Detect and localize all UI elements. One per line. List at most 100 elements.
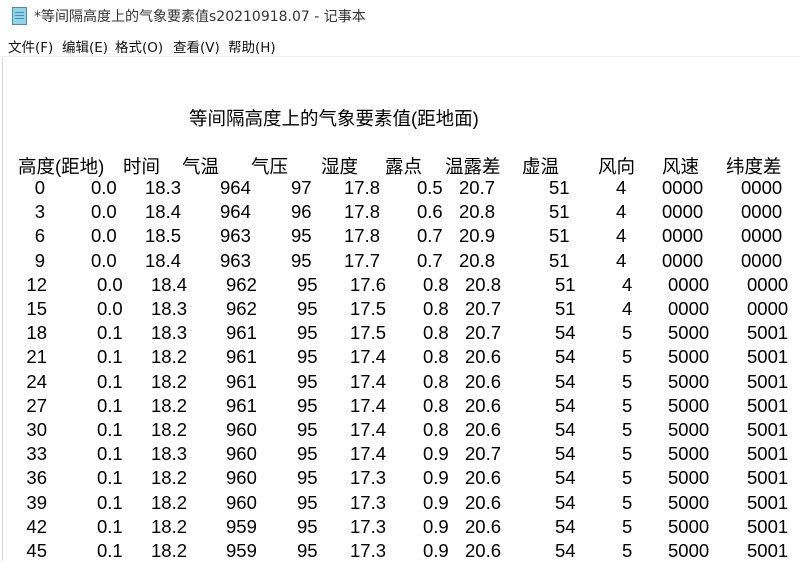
cell-humidity: 95	[297, 322, 318, 344]
cell-temperature: 18.2	[151, 467, 188, 489]
cell-latitude-diff-2: 0000	[741, 177, 783, 198]
cell-humidity: 95	[297, 491, 318, 513]
cell-latitude-diff-2: 0000	[747, 273, 789, 295]
cell-dewpoint: 17.3	[350, 515, 387, 537]
cell-virtual-temperature: 20.6	[465, 491, 502, 513]
cell-humidity: 97	[291, 177, 312, 198]
cell-latitude-diff: 5000	[668, 467, 710, 489]
cell-wind-direction: 51	[555, 273, 576, 295]
cell-wind-speed: 5	[622, 467, 633, 489]
cell-latitude-diff: 5000	[668, 443, 710, 465]
cell-latitude-diff: 0000	[668, 298, 710, 319]
cell-time: 0.1	[97, 322, 123, 344]
cell-latitude-diff-2: 5001	[747, 515, 789, 537]
cell-wind-speed: 5	[622, 346, 633, 368]
cell-dewpoint: 17.4	[350, 419, 387, 440]
cell-pressure: 960	[226, 419, 257, 440]
header-wind-speed: 风速	[662, 156, 700, 177]
title-bar[interactable]: *等间隔高度上的气象要素值s20210918.07 - 记事本	[0, 0, 800, 32]
cell-dewpoint: 17.3	[350, 540, 387, 561]
cell-wind-direction: 54	[555, 346, 576, 368]
cell-height: 21	[26, 346, 47, 368]
cell-latitude-diff: 5000	[668, 540, 710, 561]
cell-virtual-temperature: 20.7	[465, 298, 502, 319]
cell-virtual-temperature: 20.7	[465, 322, 502, 344]
cell-dewpoint-depression: 0.5	[417, 177, 443, 198]
cell-dewpoint: 17.4	[350, 346, 387, 368]
cell-pressure: 961	[226, 346, 257, 368]
notepad-icon	[12, 7, 27, 25]
cell-latitude-diff-2: 5001	[747, 467, 789, 489]
cell-height: 3	[34, 201, 45, 223]
cell-wind-direction: 51	[549, 201, 570, 223]
menu-help[interactable]: 帮助(H)	[228, 40, 276, 56]
cell-temperature: 18.2	[151, 491, 188, 513]
cell-pressure: 960	[226, 467, 257, 489]
cell-wind-direction: 54	[555, 467, 576, 489]
cell-humidity: 95	[291, 225, 312, 247]
cell-latitude-diff-2: 5001	[747, 370, 789, 392]
header-temperature: 气温	[182, 156, 220, 177]
text-editor[interactable]: 等间隔高度上的气象要素值(距地面) 高度(距地) 时间 气温 气压 湿度 露点 温露差 虚温 风…	[2, 57, 800, 561]
header-height: 高度(距地)	[18, 156, 105, 177]
cell-dewpoint-depression: 0.8	[423, 273, 449, 295]
cell-latitude-diff-2: 5001	[747, 322, 789, 344]
cell-virtual-temperature: 20.6	[465, 346, 502, 368]
cell-latitude-diff-2: 5001	[747, 419, 789, 440]
cell-latitude-diff: 0000	[662, 249, 704, 271]
cell-dewpoint: 17.4	[350, 443, 387, 465]
cell-humidity: 95	[297, 467, 318, 489]
cell-wind-speed: 4	[616, 201, 627, 223]
cell-wind-speed: 4	[622, 273, 633, 295]
cell-pressure: 959	[226, 515, 257, 537]
cell-pressure: 964	[220, 177, 251, 198]
cell-latitude-diff: 0000	[662, 225, 704, 247]
cell-virtual-temperature: 20.6	[465, 540, 502, 561]
cell-temperature: 18.2	[151, 394, 188, 416]
cell-time: 0.1	[97, 443, 123, 465]
cell-temperature: 18.5	[145, 225, 182, 247]
cell-height: 15	[26, 298, 47, 319]
cell-time: 0.0	[97, 298, 123, 319]
cell-temperature: 18.2	[151, 346, 188, 368]
cell-height: 39	[26, 491, 47, 513]
menu-file[interactable]: 文件(F)	[8, 40, 54, 56]
cell-virtual-temperature: 20.6	[465, 515, 502, 537]
cell-height: 45	[26, 540, 47, 561]
cell-pressure: 960	[226, 491, 257, 513]
cell-wind-direction: 51	[549, 225, 570, 247]
cell-height: 36	[26, 467, 47, 489]
cell-height: 27	[26, 394, 47, 416]
cell-wind-direction: 54	[555, 540, 576, 561]
cell-dewpoint-depression: 0.8	[423, 298, 449, 319]
cell-dewpoint: 17.4	[350, 394, 387, 416]
cell-temperature: 18.2	[151, 515, 188, 537]
cell-wind-speed: 4	[616, 225, 627, 247]
cell-humidity: 95	[297, 346, 318, 368]
menu-view[interactable]: 查看(V)	[173, 40, 220, 56]
cell-height: 33	[26, 443, 47, 465]
cell-dewpoint-depression: 0.8	[423, 322, 449, 344]
cell-height: 30	[26, 419, 47, 440]
menu-edit[interactable]: 编辑(E)	[62, 40, 109, 56]
header-humidity: 湿度	[321, 156, 359, 177]
cell-wind-speed: 5	[622, 443, 633, 465]
cell-temperature: 18.2	[151, 540, 188, 561]
header-pressure: 气压	[251, 156, 289, 177]
cell-pressure: 964	[220, 201, 251, 223]
cell-wind-speed: 4	[622, 298, 633, 319]
cell-humidity: 95	[297, 515, 318, 537]
cell-virtual-temperature: 20.8	[459, 249, 496, 271]
cell-latitude-diff-2: 0000	[741, 225, 783, 247]
cell-wind-speed: 5	[622, 419, 633, 440]
cell-pressure: 960	[226, 443, 257, 465]
menu-format[interactable]: 格式(O)	[115, 40, 164, 56]
cell-virtual-temperature: 20.6	[465, 394, 502, 416]
cell-pressure: 961	[226, 370, 257, 392]
cell-dewpoint: 17.5	[350, 322, 387, 344]
cell-latitude-diff: 0000	[662, 177, 704, 198]
menu-bar: 文件(F) 编辑(E) 格式(O) 查看(V) 帮助(H)	[0, 32, 800, 57]
cell-latitude-diff: 0000	[668, 273, 710, 295]
cell-wind-speed: 5	[622, 515, 633, 537]
cell-humidity: 95	[291, 249, 312, 271]
